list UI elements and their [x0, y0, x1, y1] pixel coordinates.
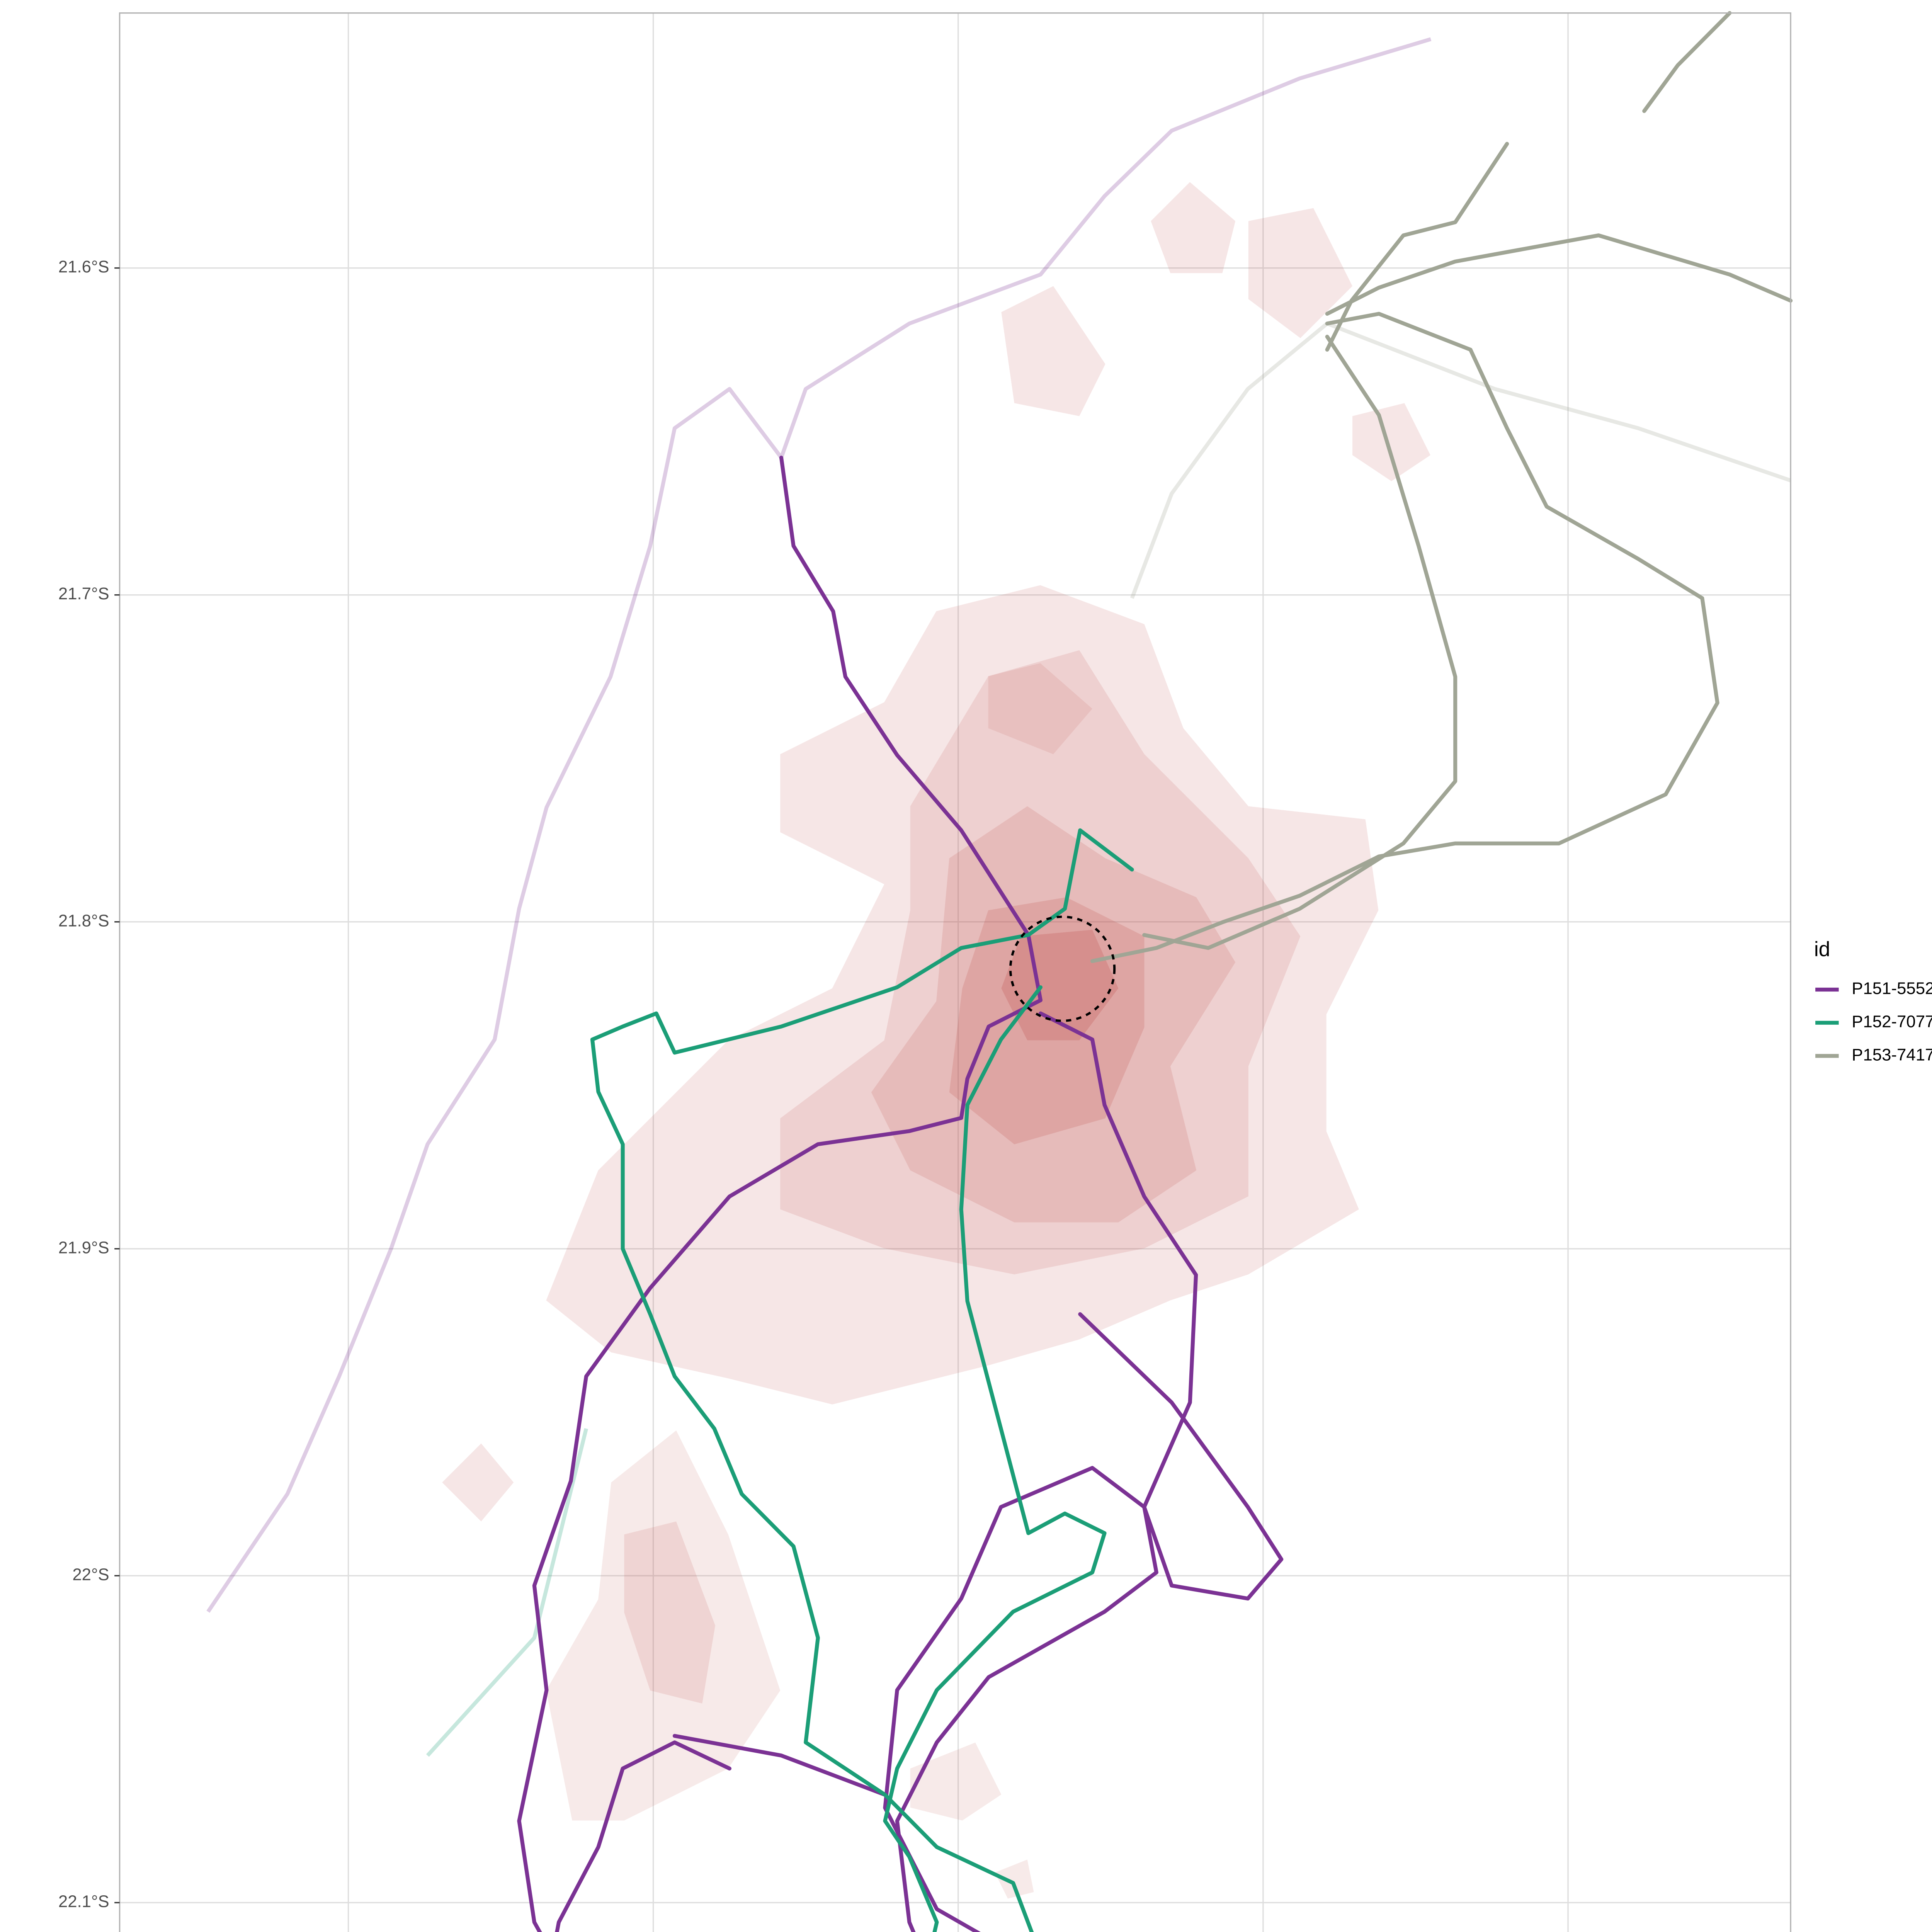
density-contour	[546, 1430, 781, 1821]
density-contour	[1248, 208, 1352, 338]
y-tick-label: 22.1°S	[58, 1892, 109, 1911]
y-tick-label: 21.7°S	[58, 584, 109, 603]
y-tick-label: 21.9°S	[58, 1238, 109, 1257]
density-contour	[910, 1742, 1002, 1821]
faint-track	[1130, 321, 1791, 599]
track-line	[590, 828, 1134, 1932]
tracks	[206, 11, 1793, 1932]
focus-circle	[1009, 915, 1116, 1022]
grid	[119, 13, 1791, 1932]
density-contour	[624, 1521, 715, 1704]
panel-border	[119, 12, 1791, 1932]
legend-title: id	[1814, 937, 1830, 961]
faint-track	[426, 1428, 588, 1757]
faint-track	[206, 37, 1432, 1613]
legend-label: P152-7077	[1852, 1012, 1932, 1031]
density-contour	[995, 1859, 1034, 1899]
legend-label: P153-7417	[1852, 1045, 1932, 1064]
density-contour	[1151, 182, 1236, 273]
density-contour	[442, 1443, 514, 1522]
track-line	[1090, 11, 1793, 963]
y-tick-label: 21.6°S	[58, 257, 109, 276]
density-contour	[546, 585, 1379, 1405]
track-line	[517, 456, 1284, 1932]
density-contour	[988, 663, 1092, 754]
y-tick-label: 22°S	[72, 1565, 109, 1584]
y-tick-label: 21.8°S	[58, 911, 109, 930]
density-contour	[1001, 286, 1105, 416]
axes: 17.5°E17.6°E17.7°E17.8°E17.9°E21.6°S21.7…	[58, 257, 120, 1911]
legend: id P151-5552 P152-7077 P153-7417	[1814, 937, 1932, 1064]
density-contour	[1352, 403, 1430, 481]
legend-label: P151-5552	[1852, 979, 1932, 998]
